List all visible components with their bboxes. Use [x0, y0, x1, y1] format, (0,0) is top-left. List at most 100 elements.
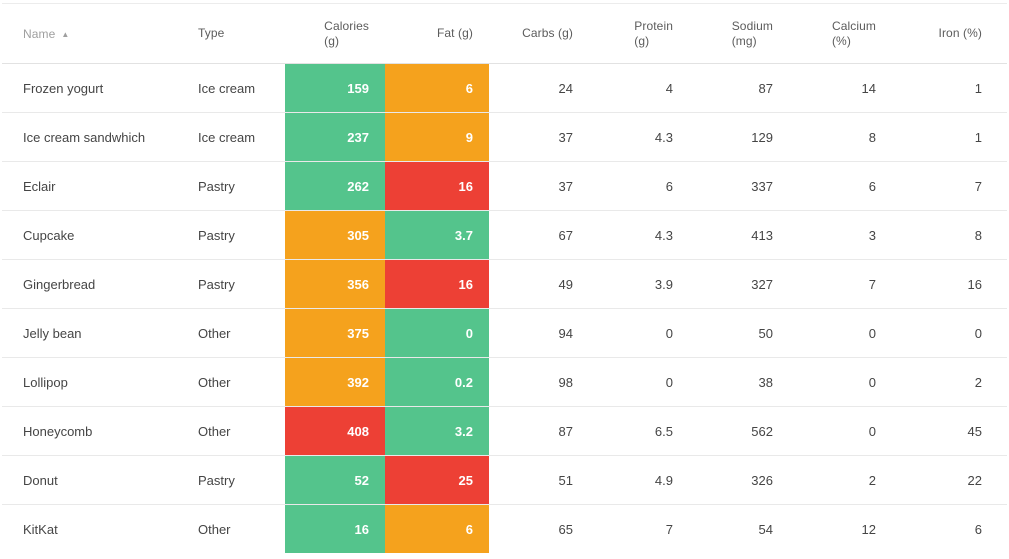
cell-type: Pastry: [177, 259, 285, 309]
cell-sodium: 38: [689, 357, 789, 407]
cell-iron: 22: [892, 455, 1007, 505]
cell-sodium: 337: [689, 161, 789, 211]
cell-carbs: 51: [489, 455, 589, 505]
column-header-iron[interactable]: Iron (%): [892, 3, 1007, 64]
cell-type: Other: [177, 308, 285, 358]
column-header-sodium[interactable]: Sodium (mg): [689, 3, 789, 64]
column-header-calcium[interactable]: Calcium (%): [789, 3, 892, 64]
cell-iron: 6: [974, 521, 982, 537]
cell-calories-colored: 392: [285, 357, 385, 407]
cell-name: Gingerbread: [2, 259, 177, 309]
cell-sodium: 50: [689, 308, 789, 358]
cell-calcium: 7: [789, 259, 892, 309]
cell-protein: 4.9: [589, 455, 689, 505]
table-row: Jelly bean Other 375 0 94 0 50 0 0: [2, 308, 1007, 358]
cell-iron: 1: [892, 63, 1007, 113]
table-row: Lollipop Other 392 0.2 98 0 38 0 2: [2, 357, 1007, 407]
cell-type: Pastry: [177, 455, 285, 505]
cell-type: Pastry: [177, 210, 285, 260]
cell-calories-colored: 237: [285, 112, 385, 162]
column-header-type[interactable]: Type: [177, 3, 285, 64]
column-header-calcium-label: Calcium: [831, 18, 876, 33]
cell-sodium: 562: [689, 406, 789, 456]
cell-name: Cupcake: [2, 210, 177, 260]
cell-type: Other: [177, 406, 285, 456]
cell-protein: 4.3: [589, 112, 689, 162]
table-row: KitKat Other 16 6 65 7 54 12 6: [2, 504, 1007, 553]
cell-carbs: 98: [489, 357, 589, 407]
cell-carbs: 67: [489, 210, 589, 260]
cell-calories-colored: 356: [285, 259, 385, 309]
cell-calories-colored: 262: [285, 161, 385, 211]
cell-name: Ice cream sandwhich: [2, 112, 177, 162]
cell-calcium: 8: [789, 112, 892, 162]
cell-iron: 7: [892, 161, 1007, 211]
cell-sodium: 413: [689, 210, 789, 260]
column-header-fat[interactable]: Fat (g): [385, 3, 489, 64]
cell-type: Pastry: [177, 161, 285, 211]
cell-fat-colored: 3.7: [385, 210, 489, 260]
column-header-name-label: Name: [23, 26, 56, 41]
cell-name: Lollipop: [2, 357, 177, 407]
cell-calcium: 0: [789, 406, 892, 456]
table-body: Frozen yogurt Ice cream 159 6 24 4 87 14 1 Ice cr…: [2, 63, 1007, 553]
cell-iron: 8: [892, 210, 1007, 260]
cell-fat-colored: 3.2: [385, 406, 489, 456]
table-row: Honeycomb Other 408 3.2 87 6.5 562 0 45: [2, 406, 1007, 456]
cell-carbs: 87: [489, 406, 589, 456]
cell-sodium: 54: [758, 521, 773, 537]
cell-iron: 16: [892, 259, 1007, 309]
cell-fat-colored: 16: [385, 259, 489, 309]
table-row: Ice cream sandwhich Ice cream 237 9 37 4.3 129…: [2, 112, 1007, 162]
cell-fat-colored: 0.2: [385, 357, 489, 407]
cell-protein: 0: [589, 308, 689, 358]
cell-calcium: 0: [789, 357, 892, 407]
cell-name: Jelly bean: [2, 308, 177, 358]
column-header-type-label: Type: [198, 26, 225, 40]
cell-calories-colored: 16: [285, 504, 385, 553]
column-header-protein-label: Protein: [634, 18, 673, 33]
cell-iron: 0: [892, 308, 1007, 358]
cell-calories-colored: 305: [285, 210, 385, 260]
column-header-carbs[interactable]: Carbs (g): [489, 3, 589, 64]
cell-fat-colored: 6: [385, 504, 489, 553]
cell-calcium: 3: [789, 210, 892, 260]
cell-fat-colored: 25: [385, 455, 489, 505]
cell-type: Other: [177, 357, 285, 407]
column-header-protein[interactable]: Protein (g): [589, 3, 689, 64]
cell-carbs: 37: [489, 161, 589, 211]
cell-protein: 7: [665, 521, 673, 537]
cell-carbs: 49: [489, 259, 589, 309]
cell-calories-colored: 375: [285, 308, 385, 358]
cell-fat-colored: 9: [385, 112, 489, 162]
cell-name: Frozen yogurt: [2, 63, 177, 113]
cell-calories-colored: 159: [285, 63, 385, 113]
cell-iron: 45: [892, 406, 1007, 456]
cell-sodium: 327: [689, 259, 789, 309]
column-header-calories[interactable]: Calories (g): [285, 3, 385, 64]
cell-type: Other: [198, 521, 231, 537]
column-header-name[interactable]: Name ▲: [2, 3, 177, 64]
cell-fat-colored: 6: [385, 63, 489, 113]
cell-carbs: 94: [489, 308, 589, 358]
sort-ascending-icon: ▲: [61, 29, 70, 39]
cell-carbs: 37: [489, 112, 589, 162]
cell-type: Ice cream: [177, 63, 285, 113]
cell-carbs: 24: [489, 63, 589, 113]
data-table: Name ▲ Type Calories (g) Fat (g) Carbs (g)…: [2, 3, 1007, 553]
table-row: Frozen yogurt Ice cream 159 6 24 4 87 14 1: [2, 63, 1007, 113]
cell-fat-colored: 16: [385, 161, 489, 211]
table-row: Gingerbread Pastry 356 16 49 3.9 327 7 16: [2, 259, 1007, 309]
table-row: Donut Pastry 52 25 51 4.9 326 2 22: [2, 455, 1007, 505]
cell-calcium: 14: [789, 63, 892, 113]
cell-protein: 4: [589, 63, 689, 113]
cell-calories-colored: 408: [285, 406, 385, 456]
cell-iron: 2: [892, 357, 1007, 407]
cell-name: Eclair: [2, 161, 177, 211]
cell-sodium: 326: [689, 455, 789, 505]
table-header: Name ▲ Type Calories (g) Fat (g) Carbs (g)…: [2, 3, 1007, 64]
column-header-sodium-label: Sodium: [731, 18, 773, 33]
column-header-fat-label: Fat (g): [436, 26, 473, 40]
table-row: Eclair Pastry 262 16 37 6 337 6 7: [2, 161, 1007, 211]
table-header-row: Name ▲ Type Calories (g) Fat (g) Carbs (g)…: [2, 3, 1007, 64]
